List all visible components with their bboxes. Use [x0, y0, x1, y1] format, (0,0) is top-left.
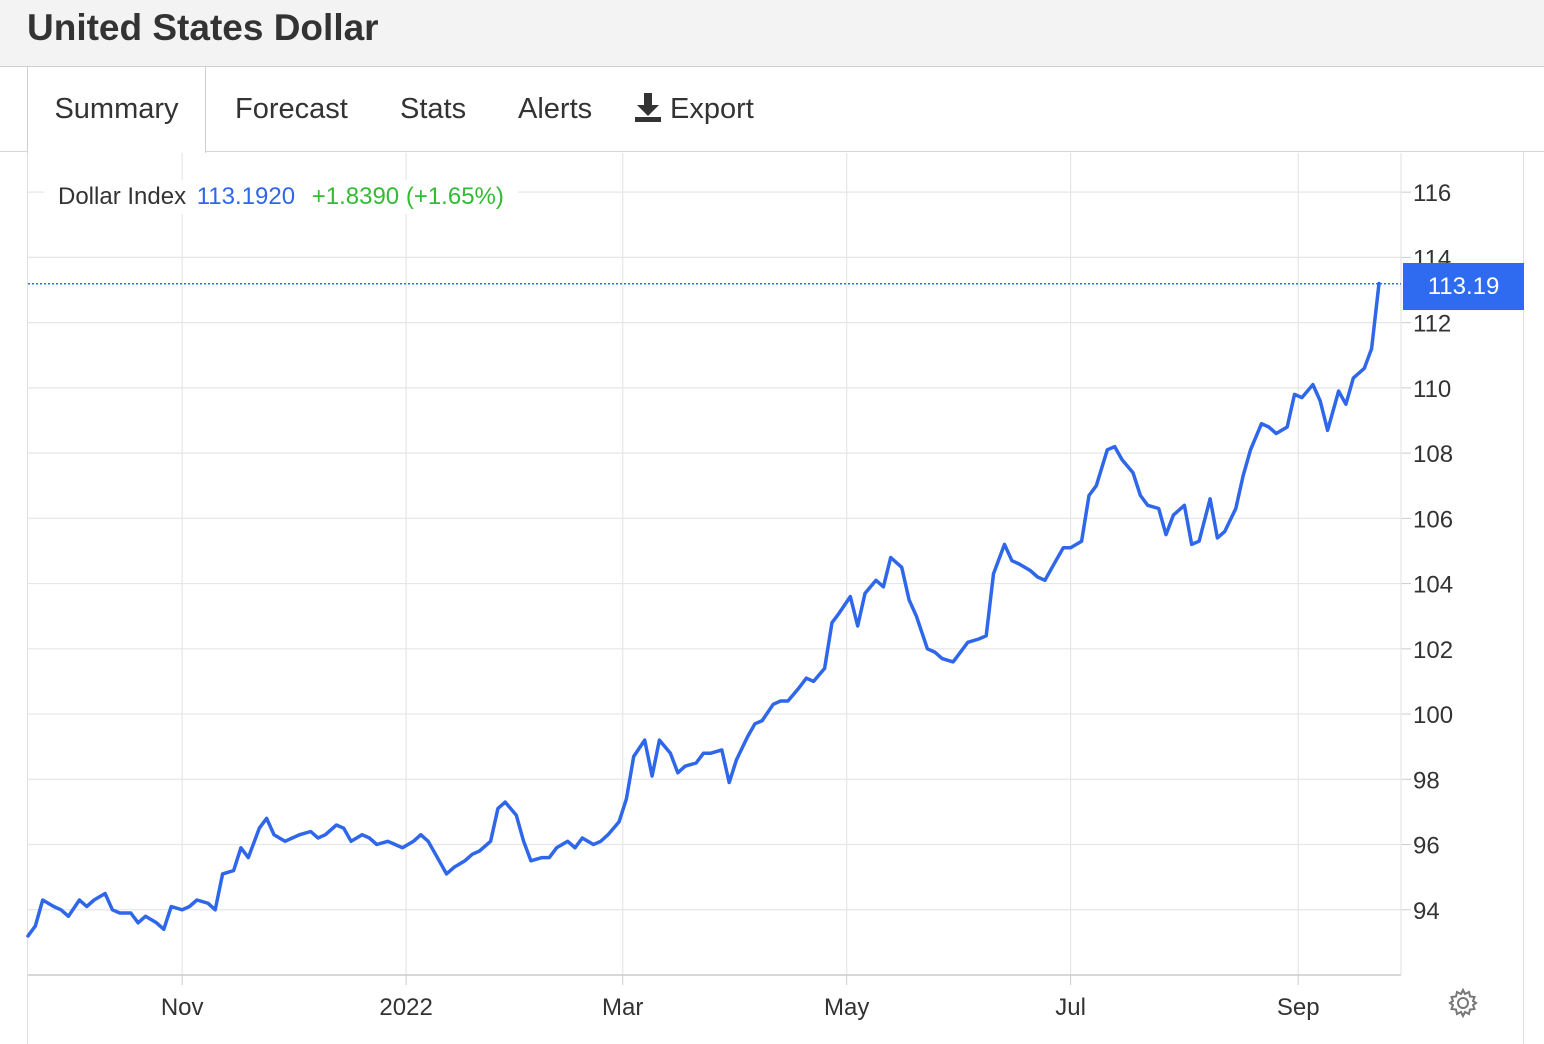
series-line-dollar-index	[26, 281, 1381, 938]
legend-value: 113.1920	[196, 183, 296, 210]
legend-series-name: Dollar Index	[58, 183, 187, 210]
y-tick-label: 110	[1413, 376, 1451, 403]
tab-forecast[interactable]: Forecast	[235, 93, 348, 125]
header-bar: United States Dollar	[0, 0, 1544, 67]
y-tick-label: 98	[1413, 767, 1440, 794]
y-tick-label: 116	[1413, 180, 1451, 207]
tab-alerts[interactable]: Alerts	[518, 93, 593, 125]
y-tick-label: 96	[1413, 833, 1440, 860]
chart-frame	[27, 152, 1524, 1044]
tab-bar	[0, 67, 1544, 153]
x-tick-label: 2022	[379, 994, 432, 1021]
x-tick-label: Sep	[1277, 994, 1320, 1021]
y-tick-label: 100	[1413, 702, 1453, 729]
y-tick-label: 104	[1413, 572, 1453, 599]
y-tick-label: 108	[1413, 441, 1453, 468]
tab-bar-divider	[0, 151, 1544, 152]
x-tick-label: May	[824, 994, 869, 1021]
gear-icon[interactable]	[1447, 987, 1479, 1019]
y-tick-label: 94	[1413, 898, 1440, 925]
x-tick-label: Nov	[161, 994, 204, 1021]
x-tick-label: Mar	[602, 994, 643, 1021]
tab-stats[interactable]: Stats	[400, 93, 467, 125]
y-tick-label: 102	[1413, 637, 1453, 664]
chart-legend: Dollar Index 113.1920 +1.8390 (+1.65%)	[44, 180, 518, 214]
y-tick-label: 112	[1413, 311, 1451, 338]
last-price-tag: 113.19	[1403, 262, 1524, 310]
x-tick-label: Jul	[1055, 994, 1086, 1021]
tab-export[interactable]: Export	[634, 67, 754, 152]
download-icon	[635, 93, 661, 123]
tab-export-label: Export	[670, 93, 754, 125]
legend-change: +1.8390 (+1.65%)	[311, 183, 504, 210]
tab-summary[interactable]: Summary	[27, 67, 206, 153]
page-title: United States Dollar	[27, 7, 379, 48]
y-tick-label: 106	[1413, 506, 1453, 533]
